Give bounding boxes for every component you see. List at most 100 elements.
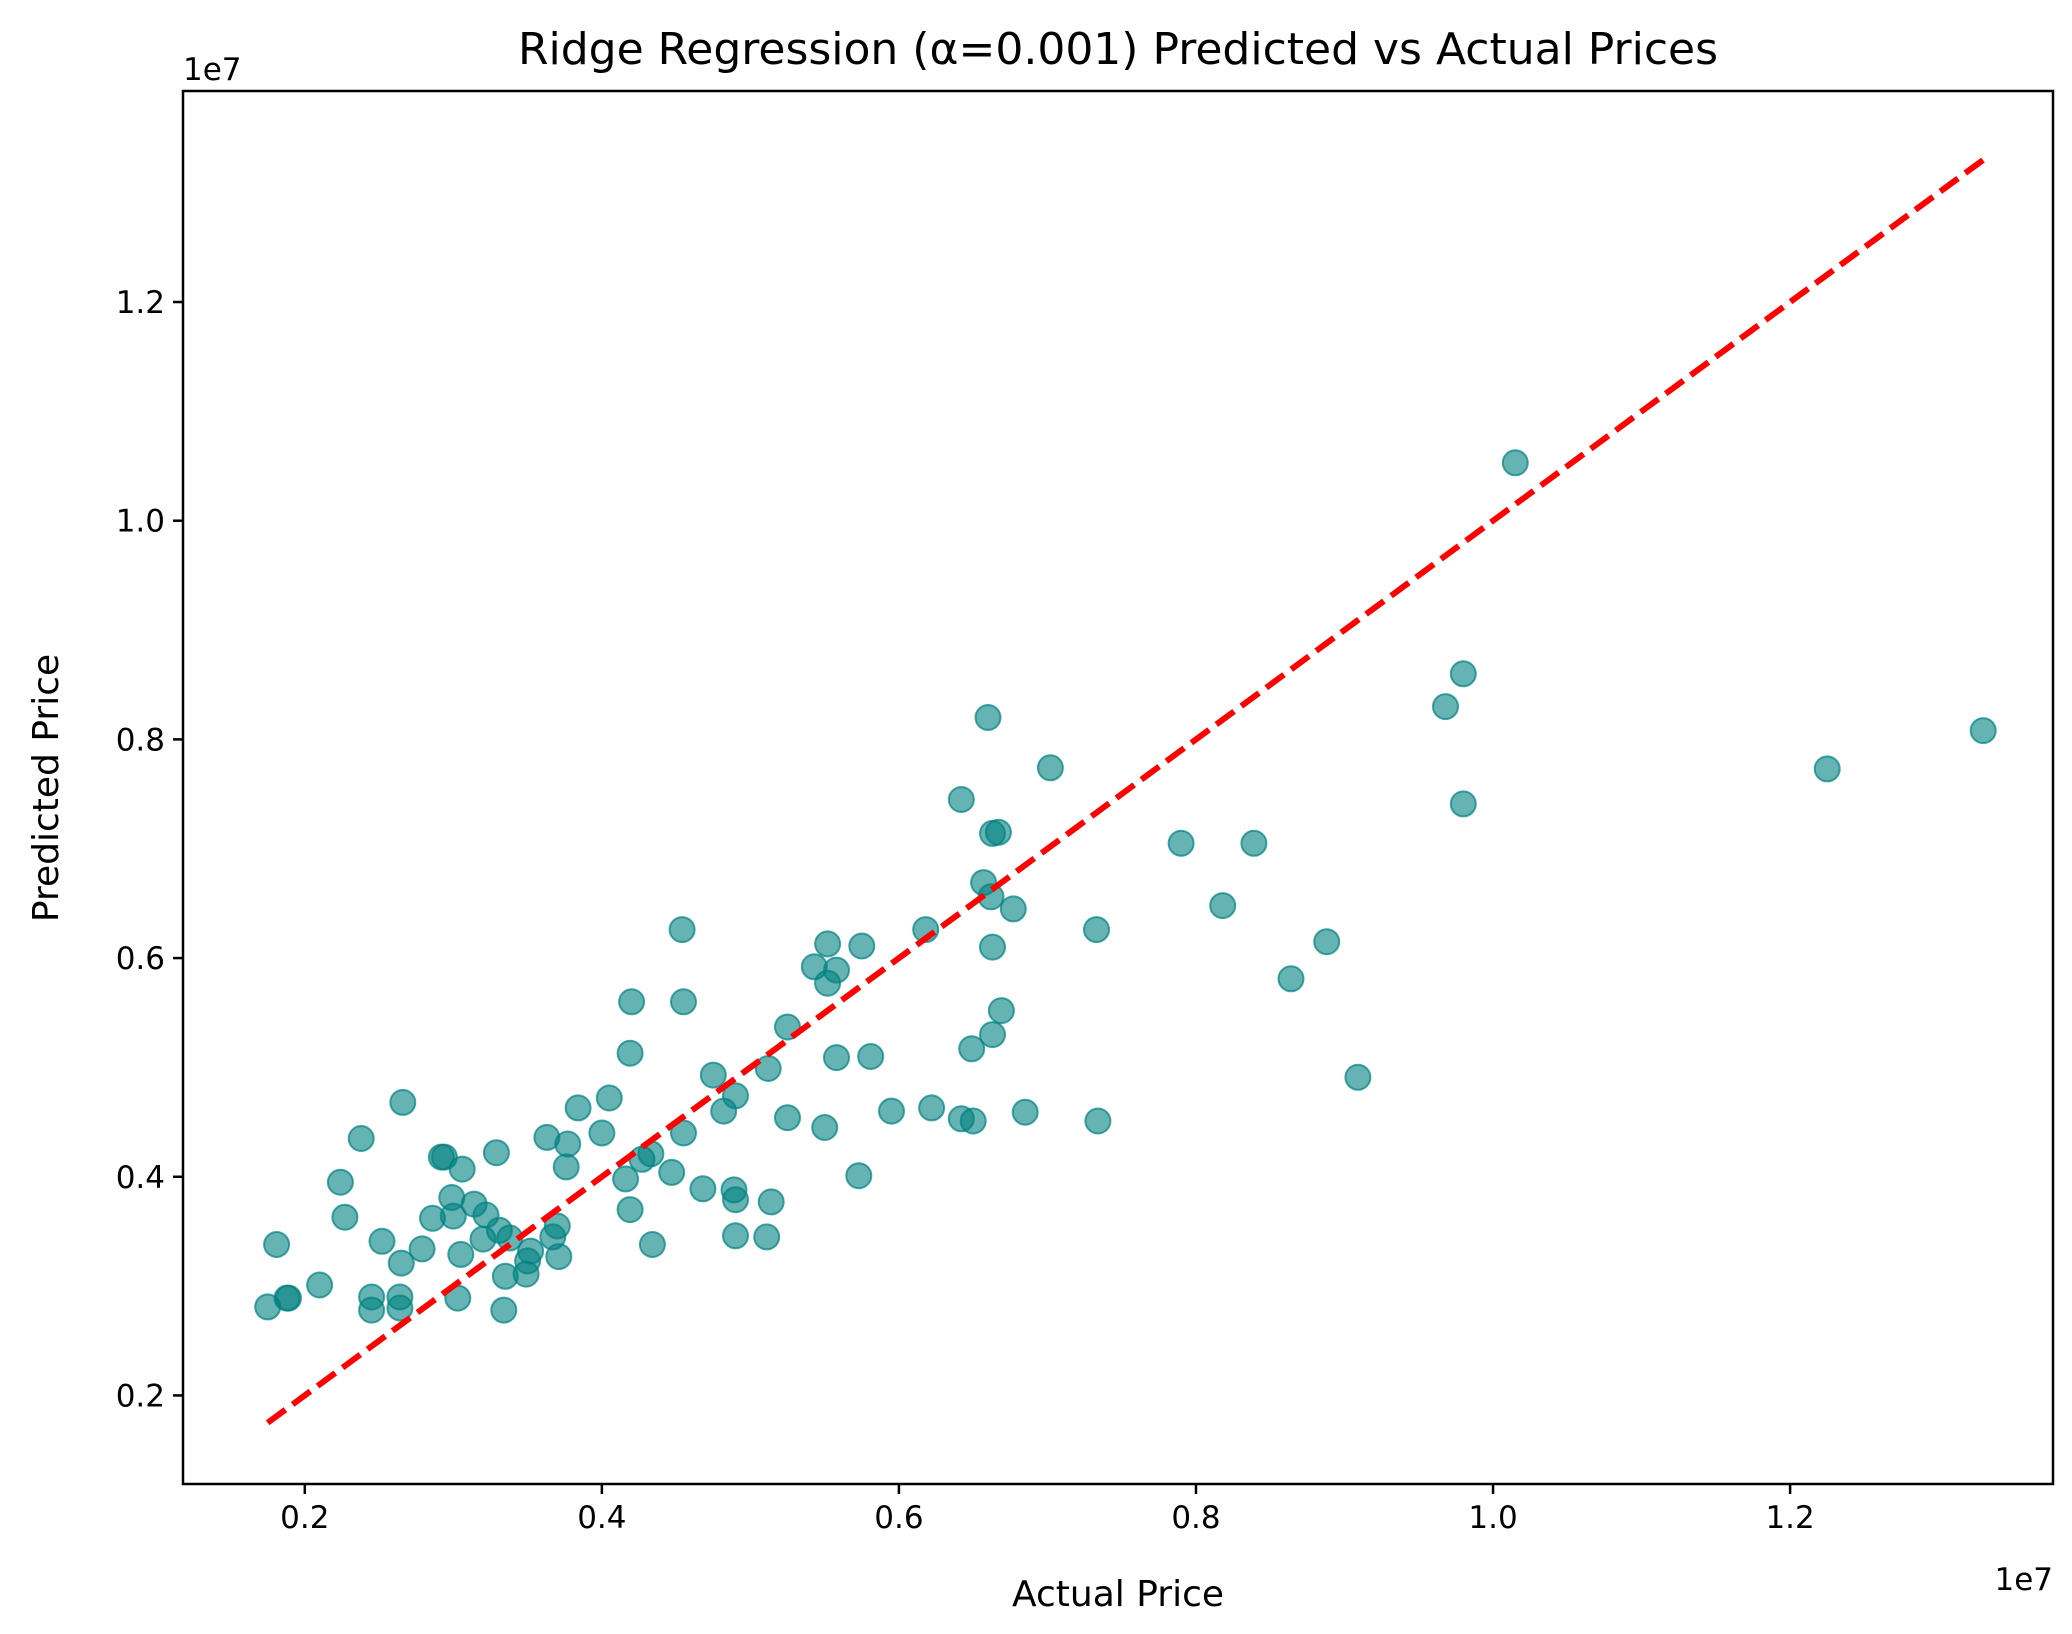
x-tick-label: 1.2: [1765, 1500, 1814, 1536]
x-axis-label: Actual Price: [1012, 1574, 1224, 1615]
data-point: [439, 1202, 467, 1230]
data-point: [1011, 1098, 1039, 1126]
data-point: [814, 930, 842, 958]
data-point: [482, 1139, 510, 1167]
data-point: [845, 1162, 873, 1190]
data-point: [1083, 916, 1110, 944]
y-axis-offset-label: 1e7: [183, 52, 242, 88]
data-point: [670, 988, 697, 1016]
data-point: [689, 1175, 717, 1203]
data-point: [974, 704, 1002, 731]
data-point: [878, 1097, 905, 1125]
x-axis-ticks: 0.2 0.4 0.6 0.8 1.0 1.2: [280, 1484, 1815, 1536]
data-point: [564, 1094, 592, 1122]
plot-area-frame: [181, 89, 2055, 1486]
data-point: [823, 1044, 850, 1072]
data-point: [358, 1296, 386, 1324]
y-axis-ticks: 0.2 0.4 0.6 0.8 1.0 1.2: [116, 285, 183, 1414]
y-tick-label: 1.0: [116, 504, 165, 540]
x-tick-label: 0.8: [1171, 1500, 1220, 1536]
data-point: [958, 1035, 986, 1063]
data-point: [517, 1237, 545, 1265]
data-point: [1167, 829, 1195, 857]
data-point: [987, 997, 1015, 1025]
reference-line: [265, 157, 1985, 1426]
data-point: [1313, 928, 1341, 956]
data-point: [1501, 449, 1529, 477]
data-point: [999, 895, 1027, 923]
points-layer: [254, 449, 1997, 1324]
data-point: [658, 1158, 686, 1186]
data-point: [545, 1243, 573, 1271]
data-point: [331, 1203, 359, 1231]
data-point: [595, 1084, 623, 1112]
data-point: [347, 1125, 375, 1152]
data-point: [979, 933, 1006, 961]
data-point: [1240, 829, 1268, 857]
data-point: [408, 1235, 436, 1263]
data-point: [263, 1231, 291, 1258]
data-point: [616, 1039, 644, 1067]
data-point: [1449, 790, 1477, 818]
data-point: [699, 1061, 727, 1089]
y-tick-label: 0.8: [116, 722, 165, 758]
y-tick-label: 1.2: [116, 285, 165, 321]
data-point: [670, 1119, 697, 1147]
data-point: [1449, 660, 1477, 688]
data-point: [387, 1249, 415, 1277]
data-point: [959, 1107, 987, 1135]
data-point: [1432, 693, 1459, 721]
data-point: [811, 1114, 839, 1141]
data-point: [447, 1240, 475, 1268]
data-point: [918, 1094, 946, 1122]
data-point: [848, 932, 876, 960]
data-point: [722, 1186, 749, 1214]
data-point: [668, 916, 696, 944]
data-point: [618, 988, 646, 1016]
data-point: [543, 1212, 571, 1240]
data-point: [552, 1153, 580, 1181]
data-point: [275, 1284, 302, 1312]
data-point: [326, 1168, 354, 1196]
data-point: [947, 786, 975, 813]
data-point: [1036, 754, 1064, 782]
data-point: [979, 1021, 1006, 1049]
data-point: [490, 1296, 518, 1324]
data-point: [448, 1155, 476, 1183]
data-point: [368, 1227, 396, 1255]
data-point: [1084, 1107, 1112, 1135]
y-tick-label: 0.6: [116, 941, 165, 977]
data-point: [612, 1165, 640, 1193]
data-point: [722, 1082, 749, 1110]
data-point: [389, 1088, 417, 1116]
chart-title: Ridge Regression (α=0.001) Predicted vs …: [518, 24, 1718, 75]
data-point: [753, 1223, 781, 1251]
x-tick-label: 0.6: [874, 1500, 923, 1536]
data-point: [1969, 717, 1997, 745]
data-point: [554, 1130, 582, 1158]
data-point: [1813, 755, 1841, 783]
data-point: [757, 1188, 785, 1216]
data-point: [857, 1043, 885, 1070]
data-point: [774, 1104, 801, 1132]
y-tick-label: 0.4: [116, 1160, 165, 1196]
data-point: [306, 1271, 334, 1299]
data-point: [616, 1196, 644, 1224]
data-point: [1344, 1063, 1372, 1091]
data-point: [588, 1119, 616, 1147]
data-point: [1209, 892, 1237, 920]
x-axis-offset-label: 1e7: [1994, 1562, 2053, 1598]
data-point: [386, 1294, 414, 1322]
x-tick-label: 0.4: [577, 1500, 626, 1536]
y-axis-label: Predicted Price: [26, 654, 67, 922]
x-tick-label: 0.2: [280, 1500, 329, 1536]
reference-line-layer: [265, 157, 1985, 1426]
data-point: [984, 818, 1012, 846]
data-point: [754, 1055, 782, 1082]
y-tick-label: 0.2: [116, 1378, 165, 1414]
data-point: [722, 1222, 749, 1250]
data-point: [638, 1231, 666, 1258]
data-point: [823, 956, 850, 984]
